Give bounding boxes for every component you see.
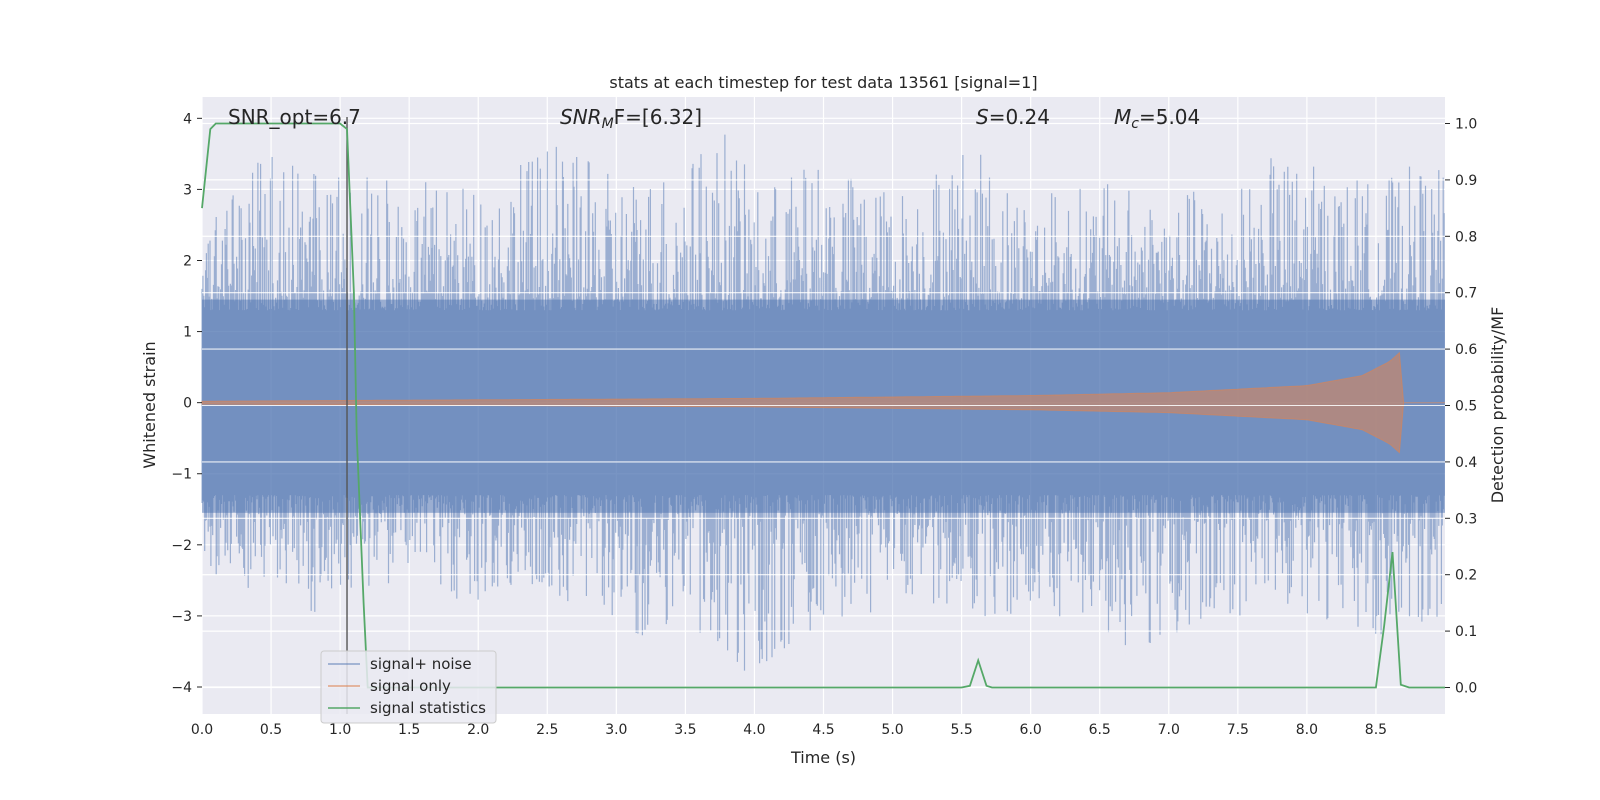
y-left-tick-label: 4 bbox=[183, 111, 192, 127]
x-tick-label: 0.5 bbox=[260, 722, 282, 738]
legend-box bbox=[320, 650, 497, 724]
y-right-tick-label: 1.0 bbox=[1455, 117, 1477, 133]
annotation-snr-mf-subscript: M bbox=[602, 116, 614, 132]
y-right-tick-label: 0.4 bbox=[1455, 455, 1477, 471]
y-right-tick-label: 0.1 bbox=[1455, 624, 1477, 640]
x-tick-label: 6.0 bbox=[1020, 722, 1042, 738]
x-tick-label: 3.5 bbox=[674, 722, 696, 738]
x-tick-label: 2.0 bbox=[467, 722, 489, 738]
legend: signal+ noise signal only signal statist… bbox=[320, 650, 497, 724]
annotation-snr-mf-value: F=[6.32] bbox=[614, 105, 702, 129]
y-left-tick-label: 0 bbox=[183, 396, 192, 412]
y-right-tick-label: 0.5 bbox=[1455, 399, 1477, 415]
annotation-snr-mf-symbol: SNR bbox=[560, 105, 602, 129]
y-left-tick-label: −4 bbox=[171, 680, 192, 696]
signal-statistics-line bbox=[201, 122, 1445, 689]
x-tick-label: 8.0 bbox=[1296, 722, 1318, 738]
x-tick-label: 0.0 bbox=[191, 722, 213, 738]
y-right-tick-label: 0.9 bbox=[1455, 173, 1477, 189]
signal-only-envelope bbox=[201, 351, 1445, 454]
y-right-tick-label: 0.8 bbox=[1455, 229, 1477, 245]
y-left-tick-label: 3 bbox=[183, 182, 192, 198]
y-right-tick-label: 0.2 bbox=[1455, 568, 1477, 584]
legend-label-signal-noise: signal+ noise bbox=[370, 655, 472, 673]
y-left-tick-label: 2 bbox=[183, 253, 192, 269]
annotation-s-value: =0.24 bbox=[989, 105, 1050, 129]
y-right-tick-label: 0.0 bbox=[1455, 680, 1477, 696]
x-tick-label: 2.5 bbox=[536, 722, 558, 738]
x-tick-label: 4.5 bbox=[812, 722, 834, 738]
x-tick-label: 5.0 bbox=[881, 722, 903, 738]
x-tick-label: 3.0 bbox=[605, 722, 627, 738]
annotation-s-symbol: S bbox=[976, 105, 989, 129]
annotation-mc-symbol: M bbox=[1114, 105, 1131, 129]
annotation-mc-subscript: c bbox=[1131, 116, 1139, 132]
annotation-mc: Mc=5.04 bbox=[1114, 105, 1200, 132]
y-left-tick-label: −3 bbox=[171, 609, 192, 625]
y-left-tick-label: −1 bbox=[171, 467, 192, 483]
x-tick-label: 7.0 bbox=[1158, 722, 1180, 738]
y-axis-label-left: Whitened strain bbox=[140, 341, 159, 468]
x-axis-label: Time (s) bbox=[790, 748, 856, 767]
x-tick-label: 1.0 bbox=[329, 722, 351, 738]
y-right-tick-label: 0.6 bbox=[1455, 342, 1477, 358]
legend-label-signal-only: signal only bbox=[370, 677, 451, 695]
x-tick-label: 6.5 bbox=[1089, 722, 1111, 738]
x-tick-label: 8.5 bbox=[1365, 722, 1387, 738]
x-tick-label: 5.5 bbox=[950, 722, 972, 738]
y-left-tick-label: 1 bbox=[183, 325, 192, 341]
y-right-tick-label: 0.7 bbox=[1455, 286, 1477, 302]
chart-title: stats at each timestep for test data 135… bbox=[609, 73, 1037, 92]
x-tick-label: 4.0 bbox=[743, 722, 765, 738]
annotation-mc-value: =5.04 bbox=[1139, 105, 1200, 129]
tick-labels: 0.0 0.5 1.0 1.5 2.0 2.5 3.0 3.5 4.0 4.5 5.0 5.5 6.0 6… bbox=[171, 111, 1477, 738]
y-left-tick-label: −2 bbox=[171, 538, 192, 554]
annotation-snr-opt: SNR_opt=6.7 bbox=[228, 105, 361, 129]
signal-statistics-series bbox=[201, 122, 1445, 689]
x-tick-label: 7.5 bbox=[1227, 722, 1249, 738]
y-axis-label-right: Detection probability/MF bbox=[1488, 307, 1507, 504]
y-right-tick-label: 0.3 bbox=[1455, 511, 1477, 527]
x-tick-label: 1.5 bbox=[398, 722, 420, 738]
legend-label-signal-statistics: signal statistics bbox=[370, 699, 486, 717]
annotation-s: S=0.24 bbox=[976, 105, 1050, 129]
annotation-snr-mf: SNRMF=[6.32] bbox=[560, 105, 702, 132]
